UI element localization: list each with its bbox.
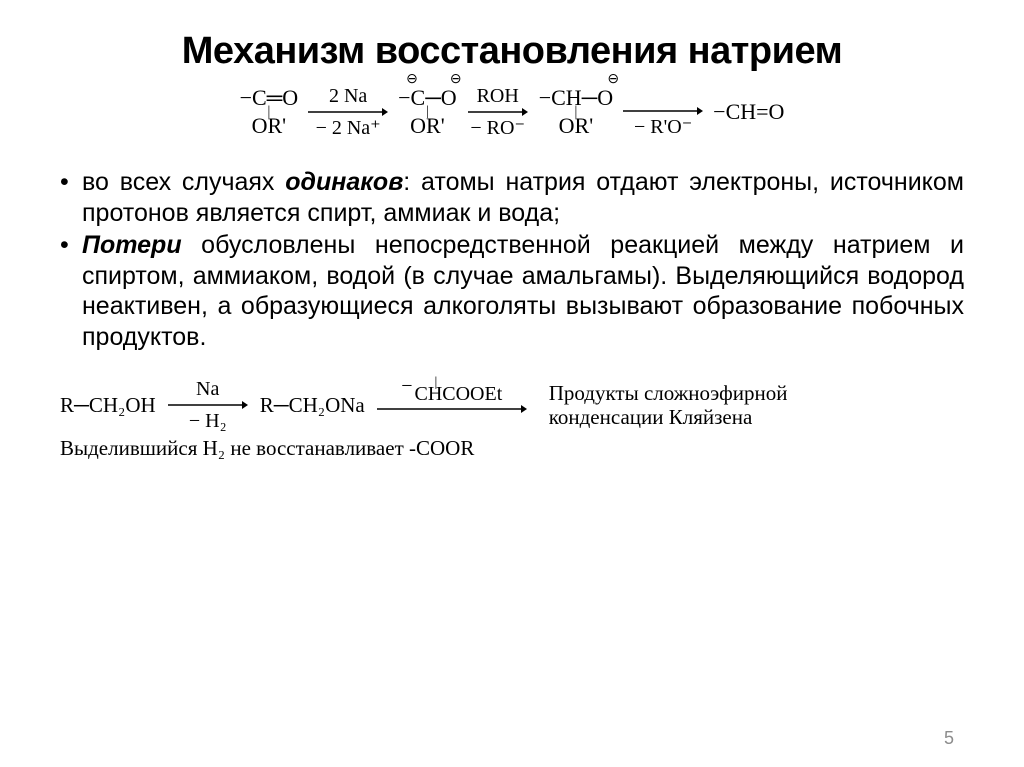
bullet-2: • Потери обусловлены непосредственной ре… [60,230,964,352]
arrow-3: − R'O⁻ [623,86,703,138]
charge-pair: ⊖ ⊖ [406,73,457,87]
bullet-dot-icon: • [60,230,82,352]
bullet-list: • во всех случаях одинаков: атомы натрия… [60,167,964,352]
page-number: 5 [944,728,954,749]
species-3: ⊖ −CH─O | OR' [539,87,613,137]
slide-title: Механизм восстановления натрием [60,30,964,73]
hydrogen-caption: Выделившийся H₂ не восстанавливает -COOR [60,436,964,461]
arrow-1: 2 Na − 2 Na⁺ [308,85,388,139]
claisen-products-label: Продукты сложноэфирной конденсации Кляйз… [549,381,788,429]
charge-single: ⊖ [607,73,619,87]
arrow-4: Na − H₂ [168,378,248,432]
bullet-1-prefix: во всех случаях [82,168,285,196]
bullet-1: • во всех случаях одинаков: атомы натрия… [60,167,964,228]
bullet-dot-icon: • [60,167,82,228]
carbanion-reagent: − | CHCOOEt [401,378,502,402]
species-1: −C═O | OR' [240,87,299,137]
product-1: R─CH₂ONa [260,393,365,418]
mechanism-scheme: −C═O | OR' 2 Na − 2 Na⁺ ⊖ ⊖ −C─O | OR' R… [60,85,964,139]
bullet-2-em: Потери [82,231,182,259]
slide-root: Механизм восстановления натрием −C═O | O… [0,0,1024,767]
species-2: ⊖ ⊖ −C─O | OR' [398,87,457,137]
arrow-5: − | CHCOOEt [377,378,527,432]
side-reaction-scheme: R─CH₂OH Na − H₂ R─CH₂ONa − | CHCOOEt [60,378,964,432]
arrow-2: ROH − RO⁻ [467,85,529,139]
reagent-1: R─CH₂OH [60,393,156,418]
species-4: −CH=O [713,101,784,123]
bullet-1-em: одинаков [285,168,403,196]
bullet-2-rest: обусловлены непосредственной реакцией ме… [82,231,964,351]
arrow-icon [377,402,527,416]
